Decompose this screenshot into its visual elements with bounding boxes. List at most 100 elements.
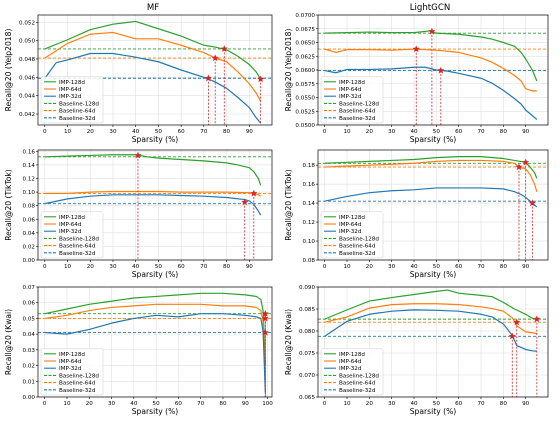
- y-tick-label: 0.044: [19, 94, 35, 100]
- x-axis-label: Sparsity (%): [132, 270, 179, 279]
- y-tick-label: 0.048: [19, 57, 35, 63]
- x-tick-label: 40: [410, 401, 418, 407]
- chart-panel-4: 0 10 20 30 40 50 60 70 80 90 100 0.00 0.01 0.02 0.03 0.…: [4, 285, 273, 416]
- x-tick-label: 80: [223, 129, 231, 135]
- star-marker: [134, 151, 142, 159]
- x-tick-label: 50: [433, 264, 441, 270]
- x-tick-label: 90: [242, 401, 250, 407]
- y-tick-label: 0.080: [299, 329, 315, 335]
- x-tick-label: 50: [153, 401, 161, 407]
- star-marker: [533, 315, 541, 323]
- x-tick-label: 90: [246, 129, 254, 135]
- series-line: [324, 289, 538, 321]
- y-tick-label: 0.052: [19, 20, 35, 26]
- x-tick-label: 40: [132, 264, 140, 270]
- y-tick-label: 0.07: [23, 285, 36, 291]
- series-line: [44, 31, 262, 102]
- plot-frame: [37, 286, 273, 398]
- x-tick-label: 20: [366, 129, 374, 135]
- series-line: [324, 303, 537, 335]
- legend-entry: Baseline-32d: [339, 388, 376, 394]
- star-marker: [250, 189, 258, 197]
- x-tick-label: 80: [219, 401, 227, 407]
- plot-area: [318, 156, 548, 260]
- column-title-lightgcn: LightGCN: [410, 3, 451, 13]
- legend-entry: Baseline-32d: [339, 116, 376, 122]
- x-tick-label: 20: [366, 264, 374, 270]
- legend-entry: IMP-32d: [59, 94, 82, 100]
- y-tick-label: 0.0575: [295, 82, 315, 88]
- legend-entry: Baseline-64d: [59, 244, 96, 250]
- y-tick-label: 0.0550: [295, 96, 315, 102]
- x-tick-label: 60: [178, 264, 186, 270]
- x-tick-label: 0: [323, 129, 327, 135]
- x-tick-label: 10: [343, 129, 351, 135]
- plot-frame: [317, 286, 549, 398]
- y-tick-label: 0.02: [23, 244, 35, 250]
- x-tick-label: 20: [366, 401, 374, 407]
- legend-entry: IMP-64d: [59, 359, 82, 365]
- legend-entry: IMP-128d: [339, 352, 365, 358]
- legend-entry: Baseline-128d: [339, 236, 379, 242]
- x-tick-label: 80: [223, 264, 231, 270]
- x-tick-label: 10: [64, 264, 72, 270]
- chart-panel-1: 0 10 20 30 40 50 60 70 80 90 0.0500 0.0525 0.0550 0.0…: [284, 13, 549, 144]
- star-marker: [204, 74, 212, 82]
- series-line: [324, 187, 538, 208]
- legend-entry: Baseline-32d: [59, 388, 96, 394]
- y-tick-label: 0.06: [23, 301, 36, 307]
- legend-entry: Baseline-64d: [59, 381, 96, 387]
- x-tick-label: 0: [323, 264, 327, 270]
- y-tick-label: 0.08: [23, 204, 36, 210]
- series-line: [324, 30, 538, 82]
- chart-panel-0: 0 10 20 30 40 50 60 70 80 90 0.042 0.044 0.046 0.048 0…: [4, 14, 273, 144]
- x-tick-label: 50: [433, 401, 441, 407]
- y-tick-label: 0.18: [303, 163, 316, 169]
- x-tick-label: 100: [262, 401, 273, 407]
- legend-entry: Baseline-64d: [339, 109, 376, 115]
- y-tick-label: 0.0600: [295, 68, 315, 74]
- x-tick-label: 70: [197, 401, 205, 407]
- legend-box: [40, 211, 104, 259]
- x-tick-label: 0: [43, 129, 47, 135]
- star-marker: [257, 75, 265, 83]
- star-marker: [528, 199, 536, 207]
- plot-frame: [317, 149, 549, 261]
- legend-entry: IMP-64d: [339, 359, 362, 365]
- x-tick-label: 80: [500, 264, 508, 270]
- x-tick-label: 40: [132, 129, 140, 135]
- star-marker: [515, 163, 523, 171]
- x-tick-label: 30: [388, 129, 396, 135]
- legend-entry: IMP-128d: [59, 80, 85, 86]
- series-line: [324, 48, 537, 92]
- y-tick-label: 0.14: [303, 201, 316, 207]
- x-tick-label: 0: [323, 401, 327, 407]
- series-line: [44, 303, 266, 382]
- plot-area: [318, 289, 548, 397]
- legend-entry: Baseline-128d: [59, 236, 99, 242]
- x-tick-label: 60: [455, 401, 463, 407]
- plot-area: [38, 292, 272, 397]
- y-tick-label: 0.03: [23, 348, 36, 354]
- x-tick-label: 40: [410, 129, 418, 135]
- series-line: [324, 159, 538, 192]
- y-tick-label: 0.042: [19, 112, 35, 118]
- y-tick-label: 0.075: [299, 351, 315, 357]
- x-tick-label: 40: [130, 401, 138, 407]
- legend-entry: IMP-128d: [59, 352, 85, 358]
- x-tick-label: 80: [500, 401, 508, 407]
- legend-entry: IMP-32d: [59, 229, 82, 235]
- x-tick-label: 20: [87, 129, 95, 135]
- x-axis-label: Sparsity (%): [410, 135, 457, 144]
- x-tick-label: 10: [63, 401, 71, 407]
- x-axis-label: Sparsity (%): [132, 407, 179, 416]
- y-tick-label: 0.090: [299, 285, 315, 291]
- star-marker: [261, 328, 269, 336]
- series-line: [324, 66, 538, 120]
- legend-box: [40, 76, 104, 124]
- x-tick-label: 20: [86, 401, 94, 407]
